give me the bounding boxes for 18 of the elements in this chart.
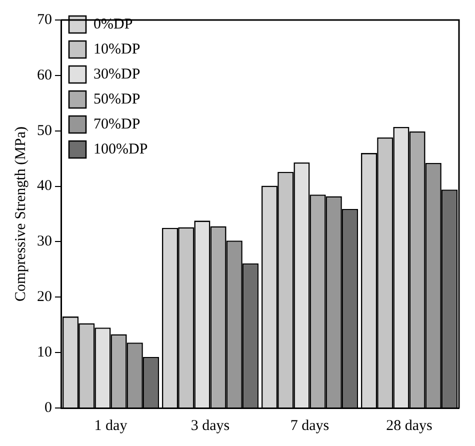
y-tick-label: 50 (37, 122, 52, 139)
y-tick-label: 40 (37, 178, 52, 194)
y-tick-label: 0 (44, 400, 52, 416)
legend-label: 30%DP (94, 66, 140, 82)
y-tick-label: 30 (37, 234, 52, 250)
y-axis-title: Compressive Strength (MPa) (12, 126, 29, 302)
y-tick-label: 60 (37, 67, 52, 84)
x-tick-label: 1 day (94, 418, 128, 434)
x-tick-label: 3 days (190, 418, 230, 434)
legend-label: 10%DP (94, 41, 140, 58)
x-tick-label: 7 days (290, 418, 330, 434)
legend-label: 100%DP (94, 141, 148, 158)
legend-label: 50%DP (94, 91, 140, 108)
y-tick-label: 10 (37, 344, 52, 361)
y-tick-label: 70 (37, 12, 52, 28)
legend-label: 70%DP (94, 116, 140, 132)
y-tick-label: 20 (37, 289, 52, 306)
x-tick-label: 28 days (386, 418, 433, 434)
